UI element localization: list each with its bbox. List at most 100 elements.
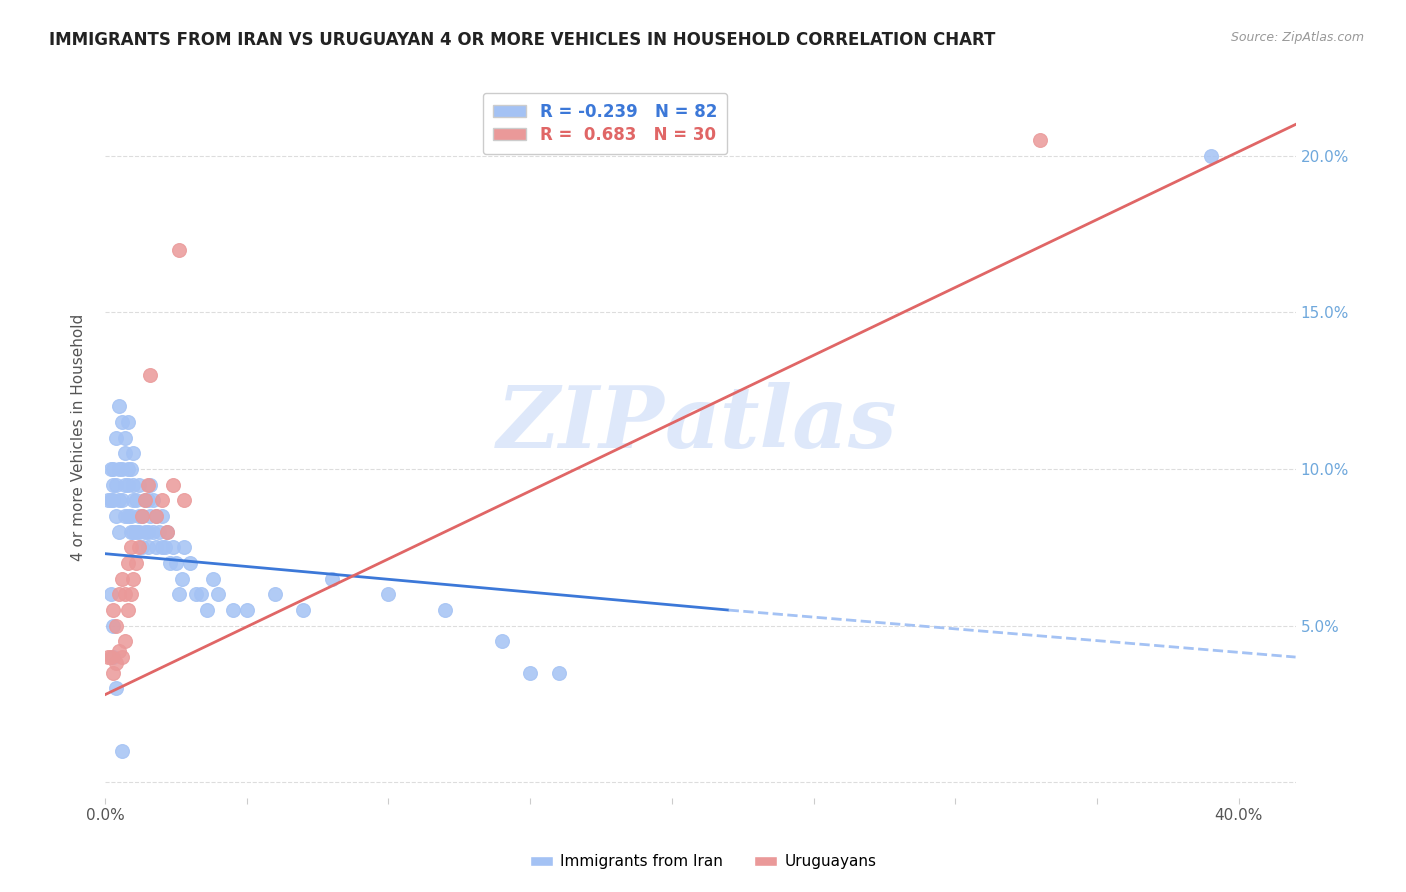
Point <box>97 650 120 665</box>
Point <box>103 603 125 617</box>
Point <box>128 477 150 491</box>
Point <box>128 509 150 524</box>
Point <box>131 541 153 555</box>
Point <box>150 541 173 555</box>
Point <box>184 587 207 601</box>
Text: Source: ZipAtlas.com: Source: ZipAtlas.com <box>1230 31 1364 45</box>
Point <box>122 493 145 508</box>
Point <box>108 400 131 414</box>
Point <box>136 524 159 539</box>
Point <box>100 493 122 508</box>
Point <box>105 509 128 524</box>
Point <box>111 415 134 429</box>
Point <box>150 509 173 524</box>
Point <box>122 446 145 460</box>
Point <box>117 415 139 429</box>
Point <box>159 556 181 570</box>
Point <box>103 619 125 633</box>
Point <box>1029 133 1052 147</box>
Point <box>201 572 224 586</box>
Point <box>145 541 167 555</box>
Point <box>100 462 122 476</box>
Point <box>235 603 257 617</box>
Point <box>103 493 125 508</box>
Point <box>150 493 173 508</box>
Point <box>153 541 176 555</box>
Text: IMMIGRANTS FROM IRAN VS URUGUAYAN 4 OR MORE VEHICLES IN HOUSEHOLD CORRELATION CH: IMMIGRANTS FROM IRAN VS URUGUAYAN 4 OR M… <box>49 31 995 49</box>
Point <box>105 681 128 696</box>
Point <box>321 572 343 586</box>
Point <box>108 493 131 508</box>
Point <box>125 493 148 508</box>
Point <box>125 556 148 570</box>
Point <box>120 524 142 539</box>
Legend: R = -0.239   N = 82, R =  0.683   N = 30: R = -0.239 N = 82, R = 0.683 N = 30 <box>484 93 727 154</box>
Point <box>162 541 184 555</box>
Point <box>145 509 167 524</box>
Point <box>156 524 179 539</box>
Point <box>122 524 145 539</box>
Point <box>162 477 184 491</box>
Point <box>108 644 131 658</box>
Point <box>105 657 128 671</box>
Text: atlas: atlas <box>665 382 897 465</box>
Point <box>547 665 569 680</box>
Point <box>111 744 134 758</box>
Text: ZIP: ZIP <box>496 382 665 465</box>
Point <box>97 493 120 508</box>
Point <box>142 524 165 539</box>
Point <box>125 524 148 539</box>
Point <box>167 243 190 257</box>
Point <box>105 477 128 491</box>
Point <box>131 509 153 524</box>
Y-axis label: 4 or more Vehicles in Household: 4 or more Vehicles in Household <box>72 314 86 561</box>
Point <box>136 477 159 491</box>
Point <box>173 493 195 508</box>
Point <box>111 572 134 586</box>
Point <box>117 603 139 617</box>
Point <box>114 509 136 524</box>
Point <box>519 665 541 680</box>
Point <box>103 650 125 665</box>
Point <box>134 493 156 508</box>
Point <box>142 493 165 508</box>
Point <box>120 462 142 476</box>
Point <box>111 650 134 665</box>
Point <box>128 524 150 539</box>
Point <box>195 603 218 617</box>
Point <box>145 509 167 524</box>
Point <box>105 431 128 445</box>
Point <box>134 493 156 508</box>
Point <box>491 634 513 648</box>
Point <box>139 509 162 524</box>
Point <box>292 603 315 617</box>
Point <box>103 462 125 476</box>
Point <box>377 587 399 601</box>
Point <box>114 477 136 491</box>
Point <box>167 587 190 601</box>
Point <box>108 462 131 476</box>
Point <box>111 493 134 508</box>
Point <box>103 665 125 680</box>
Point <box>117 509 139 524</box>
Point <box>120 509 142 524</box>
Point <box>148 524 170 539</box>
Legend: Immigrants from Iran, Uruguayans: Immigrants from Iran, Uruguayans <box>523 848 883 875</box>
Point <box>173 541 195 555</box>
Point <box>136 493 159 508</box>
Point <box>108 587 131 601</box>
Point <box>108 524 131 539</box>
Point <box>136 541 159 555</box>
Point <box>111 462 134 476</box>
Point <box>122 572 145 586</box>
Point <box>105 619 128 633</box>
Point <box>122 477 145 491</box>
Point <box>117 477 139 491</box>
Point <box>117 556 139 570</box>
Point <box>264 587 287 601</box>
Point <box>120 541 142 555</box>
Point <box>120 587 142 601</box>
Point <box>165 556 187 570</box>
Point <box>114 446 136 460</box>
Point <box>114 587 136 601</box>
